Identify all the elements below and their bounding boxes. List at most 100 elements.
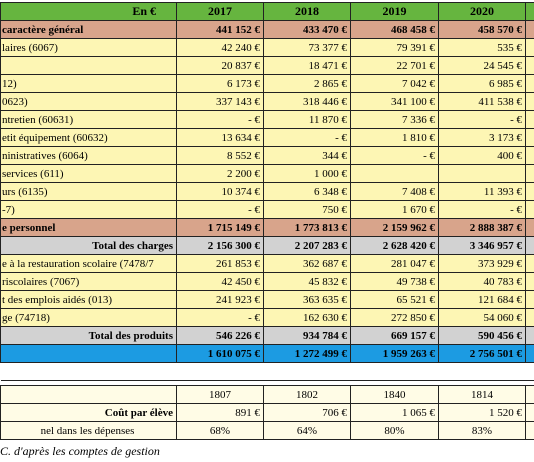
table-row: e à la restauration scolaire (7478/7 261 … [0,254,534,273]
cell: - € [263,128,351,147]
cell: 1 959 263 € [350,344,439,363]
cell [176,362,264,381]
cell: 433 470 € [263,20,351,39]
cell: 1 670 € [350,200,439,219]
cell: 441 152 € [176,20,264,39]
row-label: ninistratives (6064) [0,146,177,165]
cell: 11 393 € [438,182,526,201]
row-label: services (611) [0,164,177,183]
cell: 2017 [176,2,264,21]
cell: 2 207 283 € [263,236,351,255]
cell: 73 377 € [263,38,351,57]
table-row: Total des produits 546 226 €934 784 €669 … [0,326,534,345]
cell: 2019 [350,2,439,21]
cell: 2 156 300 € [176,236,264,255]
cell-edge [525,110,534,129]
cell: 65 521 € [350,290,439,309]
cell-edge [525,344,534,363]
cell: 6 985 € [438,74,526,93]
cell: 1 520 € [438,403,526,422]
table-row: 12) 6 173 €2 865 €7 042 €6 985 € [0,74,534,93]
row-label: En € [0,2,177,21]
row-label: riscolaires (7067) [0,272,177,291]
cell: 11 870 € [263,110,351,129]
row-label: Coût par élève [0,403,177,422]
cell: 2 865 € [263,74,351,93]
cell-edge [525,290,534,309]
row-label: 0623) [0,92,177,111]
cell: 1 272 499 € [263,344,351,363]
cell: 121 684 € [438,290,526,309]
cell-edge [525,385,534,404]
cell: 411 538 € [438,92,526,111]
cell-edge [525,362,534,381]
cell: 1840 [350,385,439,404]
cell [350,164,439,183]
table-row: ntretien (60631) - €11 870 €7 336 € - € [0,110,534,129]
cell: 7 042 € [350,74,439,93]
row-label: ge (74718) [0,308,177,327]
table-row: nel dans les dépenses 68% 64% 80% 83% [0,421,534,440]
cell-edge [525,200,534,219]
table-row: 1 610 075 €1 272 499 €1 959 263 €2 756 5… [0,344,534,363]
row-label: 12) [0,74,177,93]
table-row: 20 837 €18 471 €22 701 €24 545 € [0,56,534,75]
row-label: e personnel [0,218,177,237]
cell-edge [525,2,534,21]
cell: - € [176,200,264,219]
cell-edge [525,421,534,440]
cell: 1 610 075 € [176,344,264,363]
cell [438,164,526,183]
row-label: laires (6067) [0,38,177,57]
cell: 2 888 387 € [438,218,526,237]
cell: - € [438,110,526,129]
cell: 64% [263,421,351,440]
cell: 2 756 501 € [438,344,526,363]
row-label [0,344,177,363]
cell: 590 456 € [438,326,526,345]
cell: 535 € [438,38,526,57]
cell-edge [525,403,534,422]
cell: 468 458 € [350,20,439,39]
cell-edge [525,254,534,273]
table-row: Total des charges 2 156 300 €2 207 283 €2… [0,236,534,255]
cell: 7 336 € [350,110,439,129]
cell: 241 923 € [176,290,264,309]
cell: 706 € [263,403,351,422]
cell-edge [525,308,534,327]
cell: 669 157 € [350,326,439,345]
cell-edge [525,182,534,201]
cell: 40 783 € [438,272,526,291]
row-label: nel dans les dépenses [0,421,177,440]
row-label: etit équipement (60632) [0,128,177,147]
cell: 337 143 € [176,92,264,111]
cell: 7 408 € [350,182,439,201]
cell-edge [525,326,534,345]
cell: 13 634 € [176,128,264,147]
cell-edge [525,92,534,111]
cell: 1 773 813 € [263,218,351,237]
cell: - € [350,146,439,165]
row-label [0,362,177,381]
cell-edge [525,38,534,57]
row-label: ntretien (60631) [0,110,177,129]
cell: 344 € [263,146,351,165]
cell-edge [525,20,534,39]
cell: 750 € [263,200,351,219]
row-label: -7) [0,200,177,219]
table-row: En €2017 2018 2019 2020 [0,2,534,21]
row-label: Total des charges [0,236,177,255]
cell-edge [525,146,534,165]
cell: 1807 [176,385,264,404]
cell: 2020 [438,2,526,21]
cell: 1 065 € [350,403,439,422]
cell: 6 348 € [263,182,351,201]
cell: 162 630 € [263,308,351,327]
table-row: urs (6135) 10 374 €6 348 €7 408 €11 393 € [0,182,534,201]
cell [263,362,351,381]
cell: 458 570 € [438,20,526,39]
cell: 546 226 € [176,326,264,345]
cell: 24 545 € [438,56,526,75]
cell: 362 687 € [263,254,351,273]
